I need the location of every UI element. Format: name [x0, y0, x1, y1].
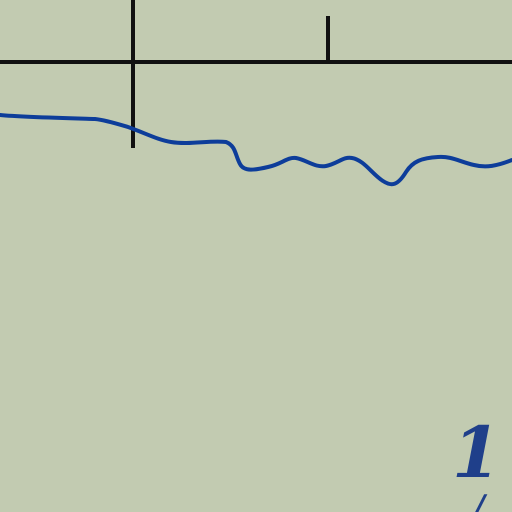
map-label-number: 1(	[452, 411, 512, 494]
map-label-fragment: /	[474, 489, 485, 512]
river-path	[0, 113, 512, 187]
